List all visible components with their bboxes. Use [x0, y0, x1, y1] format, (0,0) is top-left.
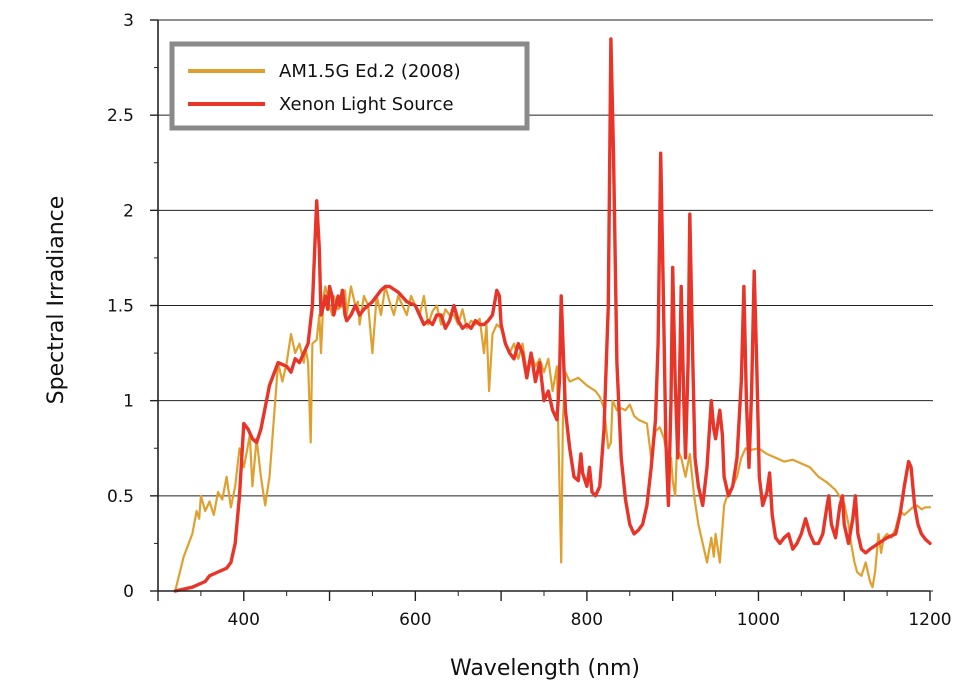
legend-box: [169, 41, 530, 131]
legend-label-am15g: AM1.5G Ed.2 (2008): [279, 61, 461, 82]
y-tick-label: 0: [123, 582, 134, 602]
series-layer: [173, 37, 932, 593]
y-tick-label: 2: [123, 201, 134, 221]
x-tick-label: 1200: [908, 610, 951, 630]
x-tick-label: 600: [399, 610, 431, 630]
y-tick-label: 2.5: [107, 106, 134, 126]
y-axis-title: Spectral Irradiance: [44, 196, 69, 405]
legend-label-xenon: Xenon Light Source: [279, 94, 454, 115]
y-axis-ticks: 0 0.5 1 1.5 2 2.5 3: [107, 11, 933, 602]
series-line-0: [174, 285, 932, 593]
y-tick-label: 3: [123, 11, 134, 31]
x-tick-label: 400: [228, 610, 260, 630]
x-tick-label: 800: [571, 610, 603, 630]
legend: AM1.5G Ed.2 (2008) Xenon Light Source: [169, 41, 530, 131]
x-axis-ticks: 400 600 800 1000 1200: [157, 591, 952, 630]
series-line-1: [173, 37, 932, 593]
y-tick-label: 0.5: [107, 487, 134, 507]
y-tick-label: 1.5: [107, 297, 134, 317]
y-tick-label: 1: [123, 392, 134, 412]
x-tick-label: 1000: [737, 610, 780, 630]
x-axis-title: Wavelength (nm): [450, 656, 640, 681]
